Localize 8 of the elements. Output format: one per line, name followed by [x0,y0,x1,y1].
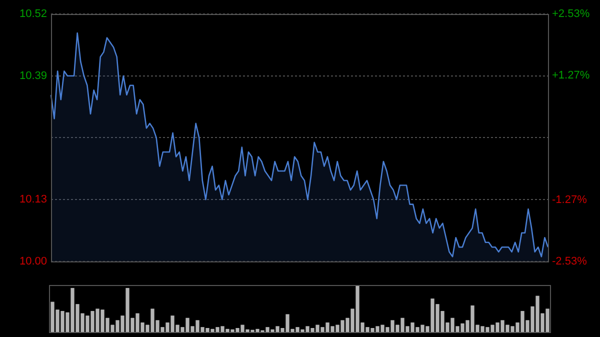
y2-tick-label: -1.27% [552,194,588,206]
y2-tick-label: +2.53% [552,8,590,20]
y-tick-label: 10.39 [19,70,47,82]
y2-tick-label: -2.53% [552,255,588,268]
y-tick-label: 10.52 [19,8,47,20]
y-tick-label: 10.00 [19,255,47,268]
y2-tick-label: +1.27% [552,70,590,82]
y-tick-label: 10.13 [19,194,47,206]
